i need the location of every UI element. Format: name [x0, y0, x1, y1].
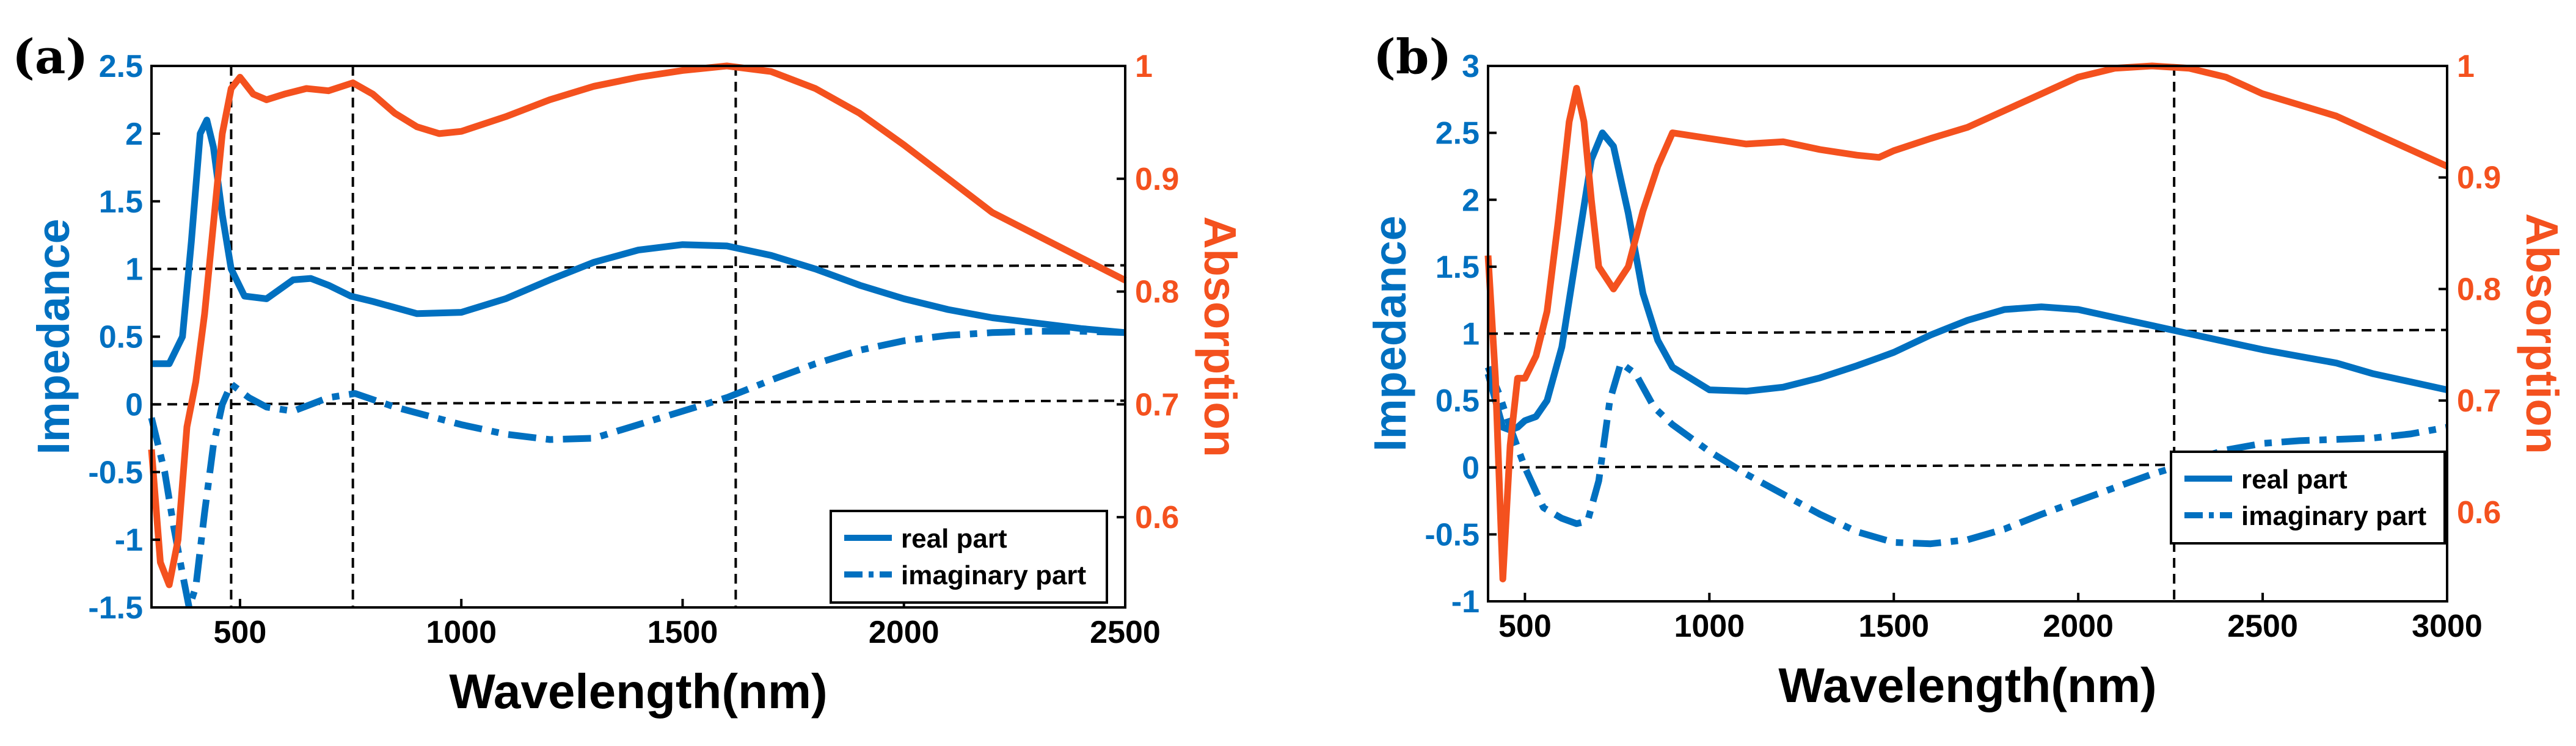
x-axis-title: Wavelength(nm) [1778, 658, 2156, 712]
y-left-tick-label: 2.5 [99, 49, 143, 84]
y-left-tick-label: 3 [1462, 49, 1480, 84]
legend: real part imaginary part [830, 510, 1108, 604]
chart-panel-a: (a) 500 1000 1500 2000 2500 -1.5 -1 -0.5 0 0.5 1 1.… [12, 29, 1246, 719]
x-tick-label: 500 [214, 615, 267, 650]
y-left-tick-label: 2 [125, 117, 143, 152]
x-tick-label: 2000 [2043, 609, 2114, 644]
series-line-real-part [1484, 129, 2448, 433]
x-tick-label: 500 [1498, 609, 1552, 644]
x-tick-label: 2500 [2227, 609, 2298, 644]
y-right-tick-label: 0.8 [1135, 275, 1179, 310]
y-left-tick-label: 2 [1462, 183, 1480, 218]
y-right-tick-label: 0.6 [1135, 500, 1179, 535]
y-right-tick-label: 0.6 [2457, 495, 2501, 531]
axis-ticks: 500 1000 1500 2000 2500 -1.5 -1 -0.5 0 0.5 1 1.5 2 2.… [88, 49, 1179, 650]
y-right-tick-label: 1 [1135, 49, 1153, 84]
x-tick-label: 1500 [648, 615, 718, 650]
y-right-tick-label: 0.7 [1135, 387, 1179, 422]
y-left-tick-label: 0.5 [1436, 383, 1480, 419]
y-left-tick-label: 1 [125, 252, 143, 288]
legend-label-imaginary: imaginary part [901, 560, 1087, 590]
y-axis-left-title: Impedance [1365, 215, 1415, 452]
series-line-absorption [148, 62, 1127, 588]
y-axis-left-title: Impedance [28, 219, 79, 455]
y-axis-right-title: Absorption [2517, 213, 2567, 454]
x-tick-label: 1000 [426, 615, 497, 650]
y-left-tick-label: -0.5 [88, 455, 143, 490]
chart-panel-b: (b) 500 1000 1500 2000 2500 3000 -1 -0.5 0 0.5 1 1.… [1365, 29, 2567, 712]
y-right-tick-label: 1 [2457, 49, 2475, 84]
series-layer [1484, 62, 2449, 582]
legend: real part imaginary part [2170, 451, 2446, 545]
series-line-real-part [151, 117, 1126, 368]
y-right-tick-label: 0.7 [2457, 383, 2501, 419]
legend-label-imaginary: imaginary part [2241, 501, 2427, 531]
legend-box [2170, 451, 2446, 545]
y-left-tick-label: -1 [115, 523, 143, 558]
y-axis-right-title: Absorption [1195, 216, 1246, 457]
panel-label: (a) [12, 29, 88, 85]
y-left-tick-label: -1.5 [88, 590, 143, 626]
y-right-tick-label: 0.9 [2457, 161, 2501, 196]
x-tick-label: 1000 [1674, 609, 1745, 644]
y-right-tick-label: 0.9 [1135, 162, 1179, 197]
x-tick-label: 1500 [1858, 609, 1929, 644]
series-layer [148, 62, 1127, 611]
x-axis-title: Wavelength(nm) [449, 664, 827, 719]
y-left-tick-label: 1 [1462, 317, 1480, 352]
series-line-imaginary-part [148, 328, 1126, 611]
y-left-tick-label: 1.5 [99, 184, 143, 220]
series-line-imaginary-part [1484, 360, 2448, 548]
series-line-absorption [1484, 62, 2449, 582]
y-left-tick-label: 0.5 [99, 320, 143, 355]
y-left-tick-label: 0 [125, 387, 143, 422]
y-left-tick-label: -0.5 [1425, 517, 1480, 552]
x-tick-label: 2000 [869, 615, 940, 650]
legend-box [830, 510, 1108, 604]
x-tick-label: 2500 [1090, 615, 1161, 650]
h-reference-line [151, 264, 1126, 270]
h-reference-line [1487, 328, 2448, 335]
y-left-tick-label: -1 [1451, 584, 1480, 620]
y-left-tick-label: 2.5 [1436, 116, 1480, 151]
h-reference-line [151, 399, 1126, 406]
legend-label-real: real part [2241, 465, 2348, 494]
legend-label-real: real part [901, 524, 1007, 554]
y-right-tick-label: 0.8 [2457, 272, 2501, 307]
y-left-tick-label: 0 [1462, 451, 1480, 486]
panel-label: (b) [1373, 29, 1451, 85]
axis-ticks: 500 1000 1500 2000 2500 3000 -1 -0.5 0 0.5 1 1.5 2 2.… [1425, 49, 2501, 644]
x-tick-label: 3000 [2412, 609, 2483, 644]
y-left-tick-label: 1.5 [1436, 250, 1480, 285]
